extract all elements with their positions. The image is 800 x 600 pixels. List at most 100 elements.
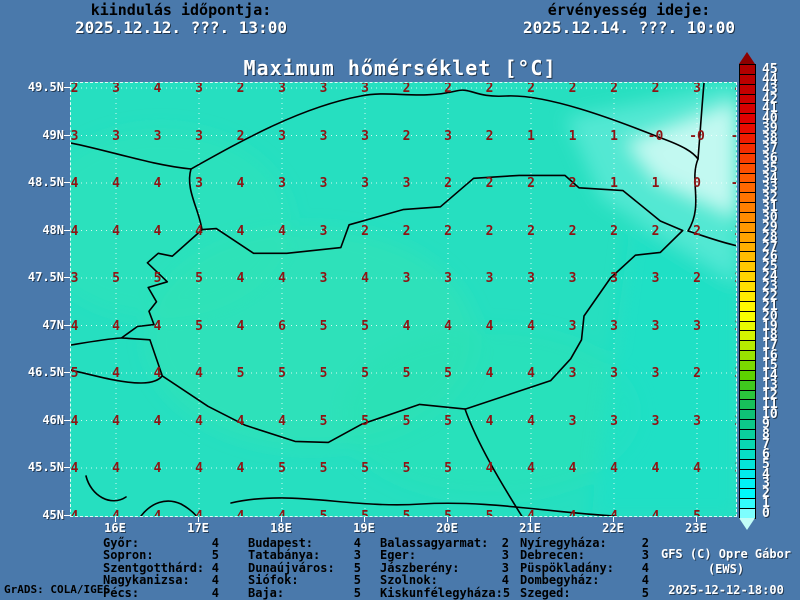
lat-tick	[64, 372, 70, 373]
colorbar-bottom-arrow	[739, 517, 755, 530]
border-croatia-c	[140, 500, 198, 516]
grid-temperature-value: 4	[610, 508, 618, 517]
city-row: Nyíregyháza: 2	[520, 537, 649, 550]
grid-temperature-value: 3	[651, 318, 660, 334]
grid-temperature-value: 4	[195, 508, 203, 517]
lon-tick	[115, 517, 116, 522]
init-time-value: 2025.12.12. ???. 13:00	[75, 18, 287, 37]
colorbar-tick-label: 1	[762, 496, 770, 512]
grid-temperature-value: 2	[651, 82, 660, 96]
city-row: Eger: 3	[380, 548, 509, 563]
grid-temperature-value: 5	[361, 318, 369, 334]
map-borders-layer	[71, 83, 736, 516]
colorbar-tick-label: 16	[762, 348, 778, 364]
city-value: 5	[641, 585, 649, 600]
lon-label: 16E	[104, 521, 126, 535]
grid-temperature-value: 4	[153, 82, 162, 96]
grid-temperature-value: 3	[112, 82, 120, 96]
city-value: 4	[211, 573, 219, 588]
colorbar-tick-label: 8	[762, 427, 770, 443]
city-row: Győr: 4	[103, 536, 219, 550]
grid-temperature-value: 5	[444, 413, 452, 429]
lat-tick	[64, 87, 70, 88]
grid-temperature-value: -0	[647, 128, 664, 144]
city-row: Baja: 5	[248, 586, 361, 599]
city-row: Püspökladány: 4	[520, 561, 649, 574]
border-slovenia-b	[71, 369, 163, 384]
grid-temperature-value: 6	[278, 318, 286, 334]
colorbar-tick-label: 41	[762, 101, 778, 117]
grid-temperature-value: 3	[278, 176, 286, 191]
grid-temperature-value: 4	[112, 223, 120, 239]
grid-temperature-value: 4	[278, 413, 286, 429]
grid-temperature-value: 3	[153, 128, 162, 144]
grid-temperature-value: 4	[112, 508, 120, 517]
gridlines-layer	[71, 83, 736, 516]
city-row: Nagykanizsa: 4	[103, 573, 219, 588]
city-value: 3	[501, 548, 509, 563]
grid-temperature-value: 4	[70, 176, 79, 191]
colorbar-tick-label: 31	[762, 200, 778, 216]
grid-temperature-value: 5	[153, 271, 162, 286]
grid-temperature-value: 1	[651, 176, 660, 191]
lon-label: 18E	[270, 521, 292, 535]
grid-temperature-value: 2	[361, 223, 369, 239]
colorbar-tick-label: 3	[762, 476, 770, 492]
colorbar-tick-label: 29	[762, 219, 778, 235]
city-name: Győr:	[103, 536, 140, 550]
grid-temperature-value: 5	[361, 413, 369, 429]
city-value: 3	[501, 560, 509, 575]
lat-tick	[64, 134, 70, 136]
colorbar-tick-label: 35	[762, 160, 778, 176]
credits-block: GFS (C) Opre Gábor (EWS) 2025-12-12-18:0…	[652, 547, 800, 598]
city-name: Balassagyarmat:	[380, 536, 489, 550]
border-topright	[697, 83, 705, 160]
grid-temperature-value: 4	[485, 318, 494, 334]
grid-temperature-value: 5	[361, 508, 369, 517]
grid-temperature-value: 5	[319, 318, 328, 334]
grid-temperature-value: 4	[527, 461, 535, 476]
grid-temperature-value: 1	[610, 176, 618, 191]
grid-temperature-value: 4	[651, 508, 660, 517]
grid-temperature-value: 3	[319, 128, 328, 144]
colorbar-tick-label: 37	[762, 140, 778, 156]
city-row: Kiskunfélegyháza: 5	[380, 585, 511, 600]
grid-temperature-value: 5	[195, 318, 203, 334]
grid-temperature-value: 3	[610, 271, 618, 286]
grid-temperature-value: 4	[568, 508, 577, 517]
grid-temperature-value: 2	[726, 320, 736, 333]
grid-temperature-value: 5	[278, 366, 286, 381]
city-name: Eger:	[380, 548, 417, 563]
city-name: Dombegyház:	[520, 573, 600, 588]
lat-label: 46N	[42, 412, 64, 427]
country-borders	[71, 83, 736, 516]
grid-temperature-value: 5	[112, 271, 120, 286]
grid-temperature-value: 4	[153, 508, 162, 517]
city-value: 5	[502, 585, 511, 600]
grid-temperature-value: 3	[693, 82, 701, 96]
grid-temperature-value: 4	[153, 223, 162, 239]
grid-temperature-value: 3	[70, 271, 79, 286]
colorbar-tick-label: 19	[762, 318, 778, 334]
grid-temperature-value: 5	[319, 413, 328, 429]
grid-temperature-value: 3	[693, 413, 701, 429]
grid-temperature-value: 2	[485, 128, 494, 144]
grid-temperature-value: 2	[236, 128, 245, 144]
colorbar-tick-label: 26	[762, 249, 778, 265]
lon-label: 20E	[436, 521, 458, 535]
colorbar-tick-label: 12	[762, 387, 778, 403]
grid-temperature-value: 5	[361, 461, 369, 476]
temperature-shading	[71, 83, 736, 516]
grid-temperature-value: 3	[361, 82, 369, 96]
grid-temperature-value: 2	[527, 223, 535, 239]
grid-temperature-value: 4	[693, 461, 701, 476]
lon-tick	[447, 517, 448, 522]
lat-label: 47.5N	[27, 270, 64, 284]
grid-temperature-value: 4	[70, 318, 79, 334]
grid-temperature-value: -0	[726, 177, 736, 190]
grid-temperature-value: 3	[568, 318, 577, 334]
init-time-label: kiindulás időpontja:	[90, 1, 272, 19]
model-credit-line2: (EWS)	[707, 562, 745, 576]
city-row: Jászberény: 3	[380, 560, 509, 575]
grid-temperature-value: 2	[693, 271, 701, 286]
